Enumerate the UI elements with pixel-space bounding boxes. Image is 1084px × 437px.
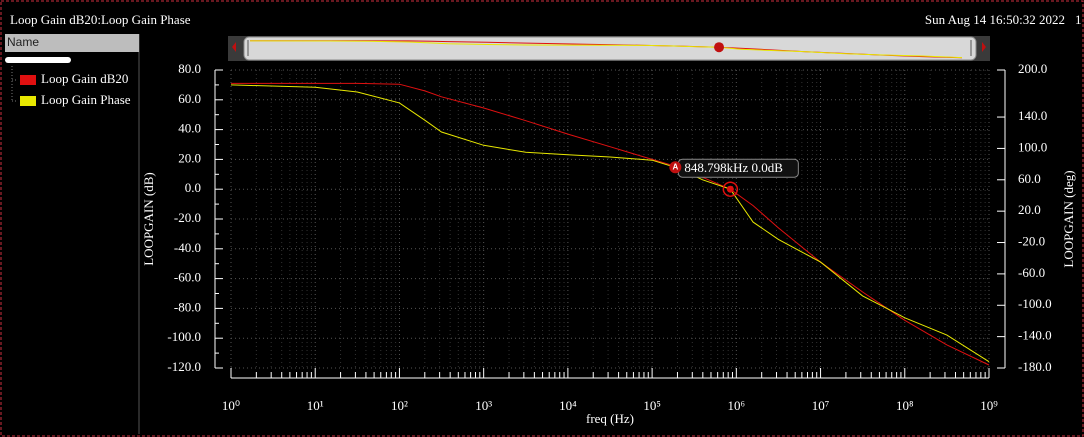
marker-ring bbox=[722, 181, 739, 197]
y-tick-label: 60.0 bbox=[178, 91, 201, 106]
series-line bbox=[249, 40, 963, 59]
y-axis-label: LOOPGAIN (dB) bbox=[141, 172, 156, 266]
y-tick-label: 40.0 bbox=[178, 121, 201, 136]
overview-right[interactable] bbox=[982, 42, 986, 52]
x-tick-label: 10¹ bbox=[307, 398, 324, 413]
x-tick-label: 10² bbox=[391, 398, 408, 413]
legend-label: Loop Gain dB20 bbox=[41, 71, 128, 86]
legend-swatch bbox=[20, 75, 36, 85]
sidebar-header bbox=[5, 34, 139, 52]
x-tick-label: 10³ bbox=[475, 398, 492, 413]
y-tick-label: 0.0 bbox=[185, 180, 201, 195]
y2-tick-label: -60.0 bbox=[1018, 265, 1045, 280]
y-tick-label: -120.0 bbox=[167, 359, 201, 374]
y2-axis-label: LOOPGAIN (deg) bbox=[1061, 170, 1076, 267]
x-axis-label: freq (Hz) bbox=[586, 411, 634, 426]
y2-tick-label: 20.0 bbox=[1018, 202, 1041, 217]
y-tick-label: 20.0 bbox=[178, 150, 201, 165]
x-tick-label: 10⁵ bbox=[643, 398, 661, 413]
group-pill[interactable] bbox=[5, 57, 71, 63]
marker-label: 848.798kHz 0.0dB bbox=[684, 160, 783, 175]
x-tick-label: 10⁴ bbox=[559, 398, 577, 413]
overview-left[interactable] bbox=[232, 42, 236, 52]
y2-tick-label: 140.0 bbox=[1018, 108, 1047, 123]
x-tick-label: 10⁷ bbox=[812, 398, 830, 413]
x-tick-label: 10⁸ bbox=[896, 398, 914, 413]
marker-tag-dot bbox=[669, 161, 682, 174]
date: Sun Aug 14 16:50:32 2022 bbox=[925, 12, 1065, 27]
x-tick-label: 10⁶ bbox=[728, 398, 746, 413]
y2-tick-label: -20.0 bbox=[1018, 234, 1045, 249]
y2-tick-label: -180.0 bbox=[1018, 359, 1052, 374]
index: 1 bbox=[1075, 12, 1082, 27]
y-tick-label: -20.0 bbox=[174, 210, 201, 225]
plot: 80.0 60.0 40.0 20.0 0.0 -20.0 -40.0 -60.0 -80.0 -… bbox=[141, 61, 1076, 426]
marker-dot bbox=[726, 185, 734, 193]
window-title: Loop Gain dB20:Loop Gain Phase bbox=[10, 12, 191, 27]
series-line bbox=[230, 84, 990, 363]
overview-marker bbox=[714, 42, 725, 53]
y2-tick-label: 60.0 bbox=[1018, 171, 1041, 186]
y-tick-label: -100.0 bbox=[167, 329, 201, 344]
y2-tick-label: 100.0 bbox=[1018, 139, 1047, 154]
y2-tick-label: 200.0 bbox=[1018, 61, 1047, 76]
x-tick-label: 10⁹ bbox=[980, 398, 998, 413]
sidebar-column: Name bbox=[7, 35, 39, 49]
legend-swatch bbox=[20, 96, 36, 106]
legend-label: Loop Gain Phase bbox=[41, 92, 131, 107]
series-line bbox=[231, 82, 990, 366]
y2-tick-label: -100.0 bbox=[1018, 296, 1052, 311]
overview-strip bbox=[228, 36, 990, 61]
marker-tag: A bbox=[672, 162, 678, 171]
x-tick-label: 10⁰ bbox=[222, 398, 240, 413]
legend: Loop Gain dB20 Loop Gain Phase bbox=[12, 71, 131, 107]
y2-tick-label: -140.0 bbox=[1018, 328, 1052, 343]
y-tick-label: -40.0 bbox=[174, 240, 201, 255]
y-tick-label: -80.0 bbox=[174, 299, 201, 314]
y-tick-label: -60.0 bbox=[174, 270, 201, 285]
y-tick-label: 80.0 bbox=[178, 61, 201, 76]
